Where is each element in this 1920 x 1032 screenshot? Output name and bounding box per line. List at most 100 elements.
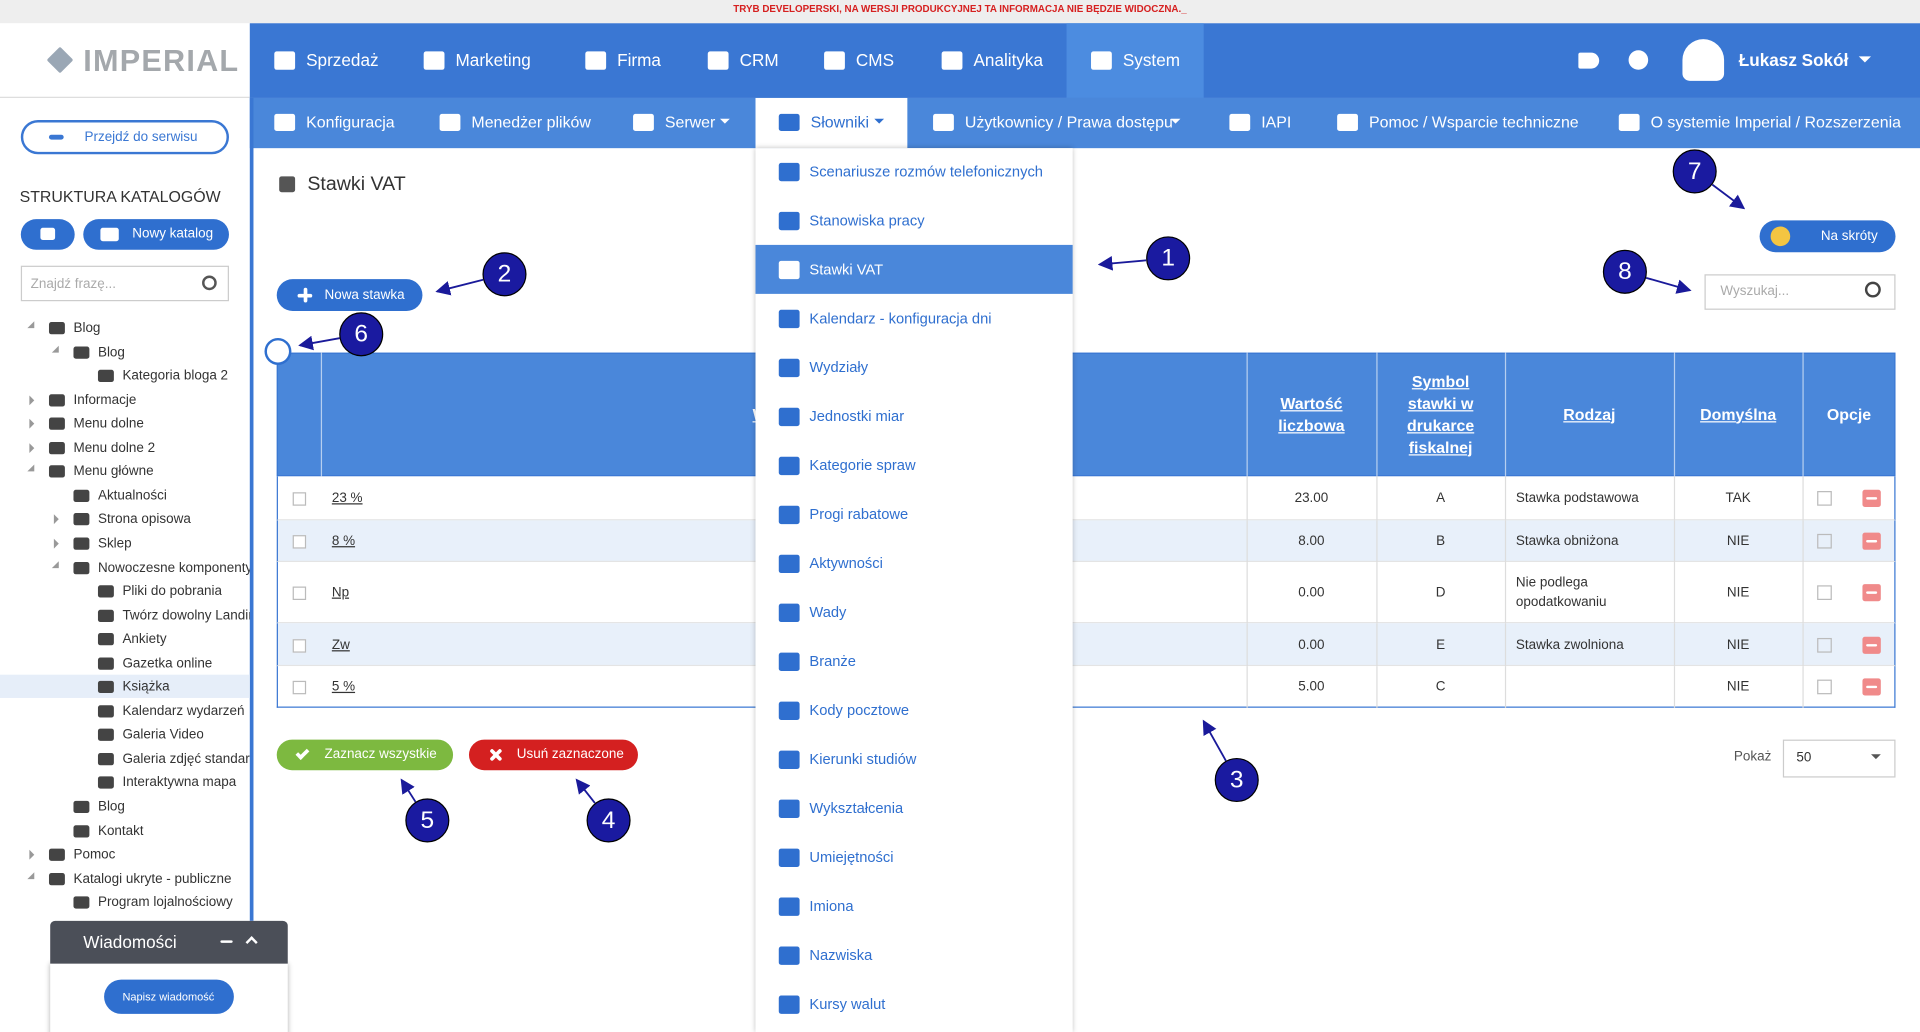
default-cell: NIE (1726, 679, 1750, 695)
user-name[interactable]: Łukasz Sokół (1738, 50, 1849, 70)
tree-item[interactable]: Menu dolne 2 (73, 440, 156, 456)
edit-button[interactable] (1817, 585, 1832, 601)
top-nav-item[interactable]: CRM (739, 50, 779, 70)
tree-item[interactable]: Sklep (97, 536, 132, 551)
rate-link[interactable]: 5 % (331, 679, 356, 695)
cell-divider (1802, 476, 1804, 521)
tree-item[interactable]: Kontakt (97, 823, 144, 839)
sub-nav-item[interactable]: Serwer (664, 112, 716, 132)
page-size-select[interactable] (1782, 739, 1896, 778)
table-header-cell[interactable]: Symbol stawki w drukarce fiskalnej (1376, 353, 1505, 477)
table-header-cell[interactable]: Wartość liczbowa (1247, 353, 1377, 477)
top-nav-item[interactable]: CMS (855, 50, 895, 70)
sub-nav-item[interactable]: Menedżer plików (471, 112, 591, 132)
tree-expander[interactable] (29, 442, 39, 453)
dropdown-item[interactable]: Aktywności (809, 554, 883, 572)
top-nav-item[interactable]: Marketing (455, 50, 531, 70)
top-nav-item[interactable]: Analityka (973, 50, 1044, 70)
tree-item[interactable]: Program lojalnościowy (97, 895, 233, 911)
tree-item[interactable]: Aktualności (97, 488, 167, 504)
dropdown-item[interactable]: Progi rabatowe (809, 505, 909, 523)
row-checkbox[interactable] (292, 586, 307, 601)
tree-item[interactable]: Gazetka online (122, 655, 213, 671)
column-toggle[interactable] (264, 337, 292, 365)
tree-item[interactable]: Kalendarz wydarzeń (122, 703, 245, 719)
dropdown-item[interactable]: Kody pocztowe (809, 701, 910, 719)
folder-icon (97, 752, 114, 766)
tree-expander[interactable] (29, 395, 39, 405)
dropdown-item[interactable]: Stawki VAT (809, 260, 884, 278)
dropdown-item[interactable]: Imiona (809, 897, 854, 915)
dropdown-item[interactable]: Scenariusze rozmów telefonicznych (809, 162, 1043, 181)
sub-nav-item[interactable]: Użytkownicy / Prawa dostępu (964, 112, 1173, 132)
edit-button[interactable] (1817, 491, 1832, 506)
dropdown-item[interactable]: Kategorie spraw (809, 456, 916, 474)
catalog-search[interactable] (20, 265, 229, 302)
tree-item[interactable]: Nowoczesne komponenty (97, 560, 250, 575)
sub-nav-item[interactable]: Konfiguracja (306, 112, 395, 132)
dropdown-item[interactable]: Kierunki studiów (809, 750, 917, 768)
dropdown-item[interactable]: Kursy walut (809, 995, 886, 1013)
rate-link[interactable]: 23 % (331, 491, 363, 506)
row-checkbox[interactable] (292, 535, 307, 549)
table-header-cell[interactable]: Rodzaj (1505, 353, 1674, 477)
dropdown-item[interactable]: Wydziały (809, 358, 869, 376)
table-header-cell[interactable]: Domyślna (1674, 353, 1803, 477)
rate-link[interactable]: Zw (331, 637, 350, 653)
dropdown-item[interactable]: Kalendarz - konfiguracja dni (809, 309, 992, 327)
tree-item[interactable]: Blog (97, 799, 125, 815)
symbol-cell: D (1435, 585, 1446, 601)
tree-item[interactable]: Galeria Video (122, 727, 204, 743)
tree-item[interactable]: Ankiety (122, 632, 167, 647)
nav-icon (585, 50, 607, 70)
sub-nav-item[interactable]: Słowniki (810, 112, 870, 132)
tree-item[interactable]: Blog (97, 344, 125, 360)
rate-link[interactable]: 8 % (331, 533, 356, 549)
dropdown-item[interactable]: Jednostki miar (809, 407, 905, 425)
dropdown-item[interactable]: Nazwiska (809, 946, 873, 964)
back-button[interactable] (20, 120, 229, 155)
tree-item[interactable]: Pliki do pobrania (122, 584, 223, 599)
tree-item[interactable]: Pomoc (73, 847, 116, 863)
tree-item[interactable]: Strona opisowa (97, 512, 191, 528)
tree-item[interactable]: Twórz dowolny Landin (122, 608, 250, 623)
tree-expander[interactable] (29, 849, 39, 860)
tree-item[interactable]: Blog (73, 320, 101, 336)
tree-item[interactable]: Menu główne (73, 464, 154, 480)
select-all-button[interactable] (276, 739, 454, 771)
top-nav-item[interactable]: Firma (617, 50, 661, 70)
edit-button[interactable] (1817, 679, 1832, 695)
sub-nav-item[interactable]: Pomoc / Wsparcie techniczne (1368, 112, 1579, 132)
dropdown-item[interactable]: Stanowiska pracy (809, 211, 925, 229)
tree-item[interactable]: Katalogi ukryte - publiczne (73, 871, 232, 887)
tree-expander[interactable] (29, 419, 39, 429)
tree-item[interactable]: Galeria zdjęć standard (122, 751, 250, 767)
dropdown-item[interactable]: Wykształcenia (809, 799, 904, 817)
dropdown-item[interactable]: Umiejętności (809, 848, 894, 866)
tree-item[interactable]: Interaktywna mapa (122, 775, 237, 791)
edit-button[interactable] (1817, 533, 1832, 549)
tree-item[interactable]: Książka (122, 679, 170, 695)
sub-nav-item[interactable]: IAPI (1261, 112, 1292, 132)
search-box[interactable] (1704, 274, 1896, 310)
tree-expander[interactable] (53, 514, 64, 525)
edit-button[interactable] (1817, 637, 1832, 653)
rate-link[interactable]: Np (331, 585, 350, 601)
top-nav-item[interactable]: System (1122, 50, 1181, 70)
sub-nav-item[interactable]: O systemie Imperial / Rozszerzenia (1650, 112, 1901, 132)
nav-icon (274, 50, 296, 70)
dropdown-icon (778, 260, 800, 279)
row-checkbox[interactable] (292, 638, 307, 653)
row-checkbox[interactable] (292, 492, 307, 506)
top-nav-item[interactable]: Sprzedaż (306, 50, 379, 70)
tree-expander[interactable] (53, 538, 64, 549)
sub-nav-caret (874, 118, 885, 129)
nav-icon (707, 50, 729, 70)
tree-item[interactable]: Menu dolne (73, 416, 144, 432)
dropdown-item[interactable]: Wady (809, 603, 847, 621)
write-message-button[interactable] (104, 979, 234, 1014)
row-checkbox[interactable] (292, 680, 307, 695)
dropdown-item[interactable]: Branże (809, 652, 856, 670)
tree-item[interactable]: Kategoria bloga 2 (122, 368, 229, 384)
tree-item[interactable]: Informacje (73, 392, 137, 408)
